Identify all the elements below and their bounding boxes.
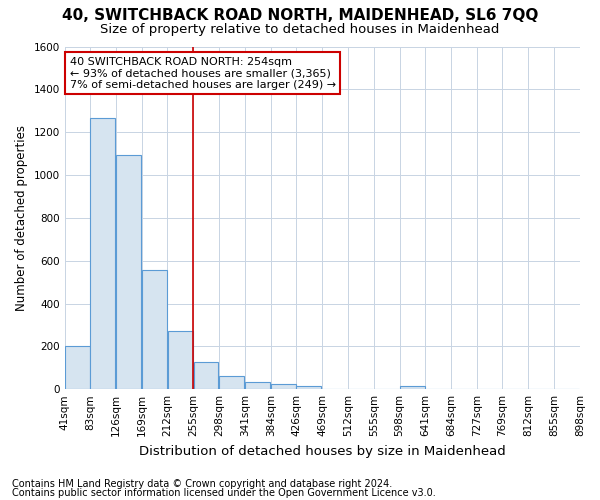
Bar	[142, 270, 167, 389]
Bar	[245, 382, 270, 389]
Y-axis label: Number of detached properties: Number of detached properties	[15, 125, 28, 311]
Text: 40, SWITCHBACK ROAD NORTH, MAIDENHEAD, SL6 7QQ: 40, SWITCHBACK ROAD NORTH, MAIDENHEAD, S…	[62, 8, 538, 22]
Bar	[296, 386, 321, 389]
Bar	[220, 376, 244, 389]
Bar	[271, 384, 296, 389]
Bar	[400, 386, 425, 389]
Text: Size of property relative to detached houses in Maidenhead: Size of property relative to detached ho…	[100, 22, 500, 36]
X-axis label: Distribution of detached houses by size in Maidenhead: Distribution of detached houses by size …	[139, 444, 506, 458]
Bar	[116, 154, 141, 389]
Text: Contains public sector information licensed under the Open Government Licence v3: Contains public sector information licen…	[12, 488, 436, 498]
Text: Contains HM Land Registry data © Crown copyright and database right 2024.: Contains HM Land Registry data © Crown c…	[12, 479, 392, 489]
Bar	[65, 346, 90, 389]
Text: 40 SWITCHBACK ROAD NORTH: 254sqm
← 93% of detached houses are smaller (3,365)
7%: 40 SWITCHBACK ROAD NORTH: 254sqm ← 93% o…	[70, 57, 336, 90]
Bar	[167, 332, 193, 389]
Bar	[90, 118, 115, 389]
Bar	[193, 362, 218, 389]
